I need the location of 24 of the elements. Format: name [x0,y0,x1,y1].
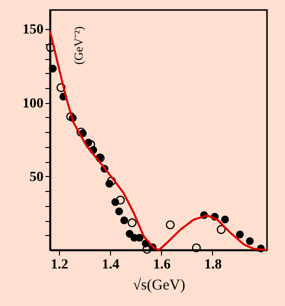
point [76,128,86,137]
point [128,218,137,228]
point [66,112,76,122]
point [48,64,57,72]
y-tick-label: 100 [22,96,44,112]
point [236,230,244,238]
point [221,216,229,224]
point [115,208,123,216]
y-tick-label: 50 [30,170,44,185]
y-axis-title: (GeV⁻²) [72,26,86,65]
x-tick-label: 1.8 [204,258,222,272]
x-axis-title: √s(GeV) [132,278,186,294]
x-tick-label: 1.2 [50,258,68,272]
x-tick-label: 1.4 [102,258,120,272]
point [246,237,254,246]
point [116,196,125,205]
y-tick-label: 150 [22,22,44,38]
x-tick-label: 1.6 [153,258,171,272]
point [120,216,128,224]
point [56,83,66,92]
point [192,243,201,252]
point [166,220,175,230]
point [216,225,226,234]
point [136,234,144,242]
